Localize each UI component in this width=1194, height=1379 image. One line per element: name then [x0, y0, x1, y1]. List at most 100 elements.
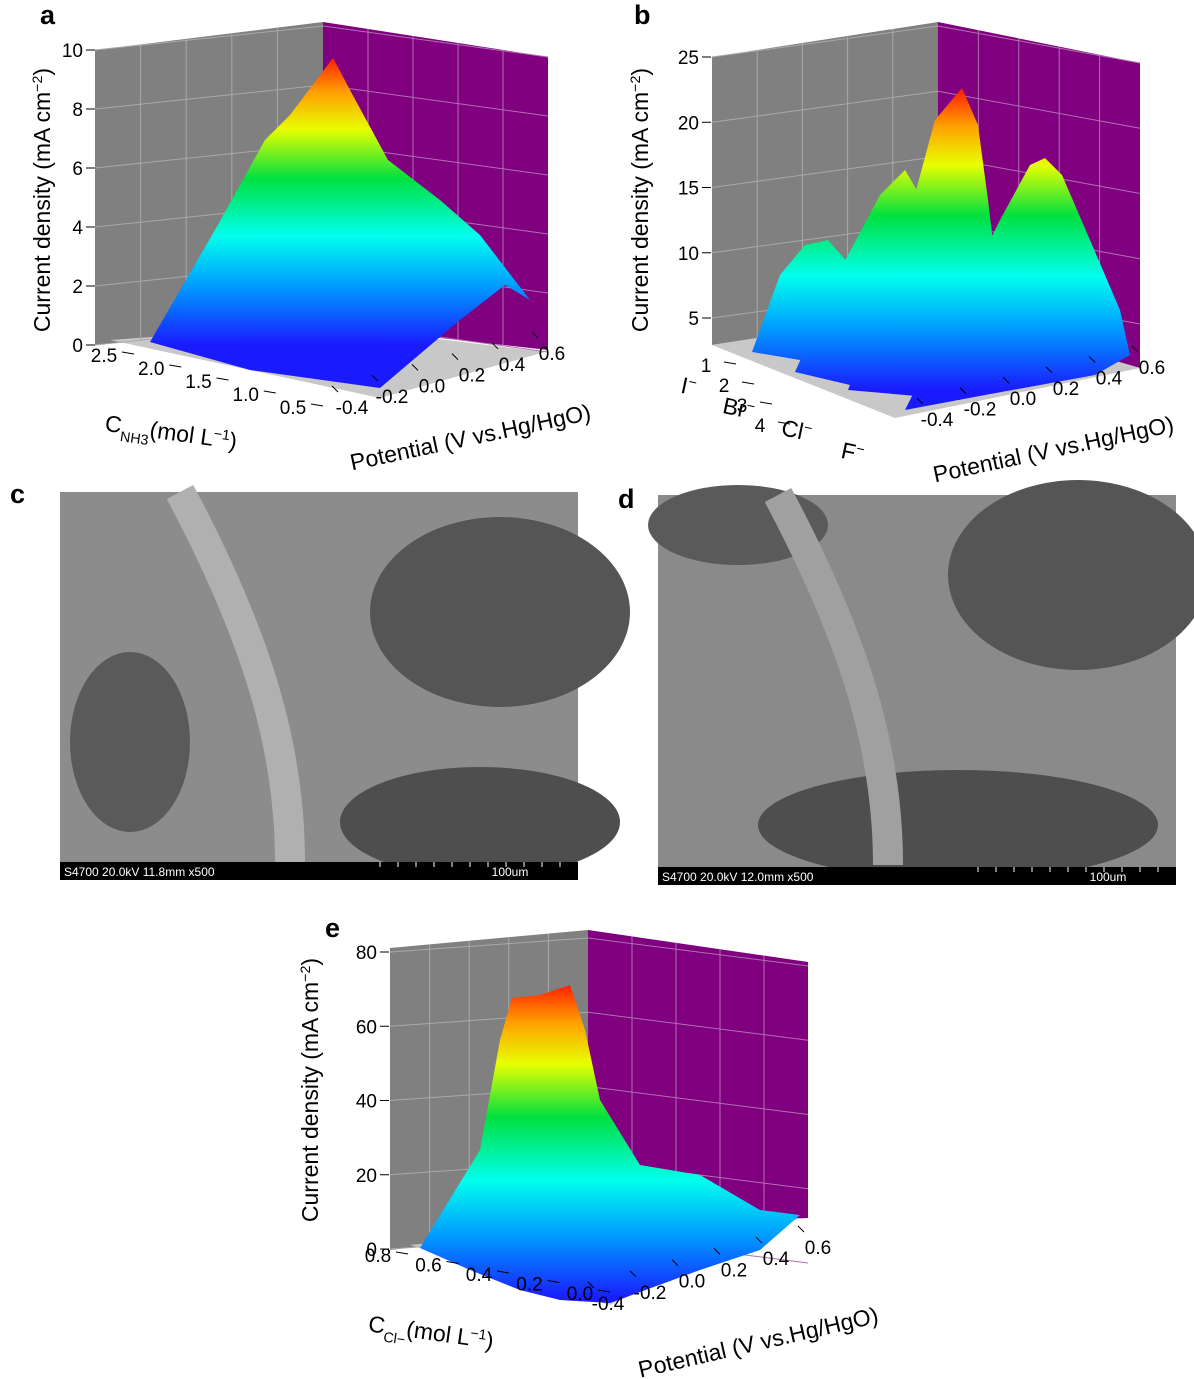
p-tick-label: 0.0	[679, 1272, 705, 1293]
label-part: I	[679, 372, 691, 399]
side-wall	[588, 930, 808, 1228]
label-sup: −2	[298, 965, 314, 981]
grid-line	[322, 25, 549, 58]
c-axis-label: CCl−(mol L−1)	[366, 1310, 496, 1360]
label-sup: −	[745, 398, 756, 415]
label-part: Br	[721, 392, 749, 422]
c-axis-label: CNH3(mol L−1)	[102, 410, 238, 461]
p-tick-label: -0.4	[336, 398, 369, 419]
z-tick-label: 40	[356, 1092, 377, 1113]
tick-mark	[1088, 356, 1096, 363]
p-tick-label: -0.4	[921, 410, 954, 431]
tick-mark	[959, 387, 967, 394]
sem-caption: S4700 20.0kV 11.8mm x500	[64, 865, 215, 879]
grid-line	[389, 937, 589, 953]
pore	[948, 480, 1194, 670]
c-tick-label: 0.6	[415, 1256, 441, 1277]
z-tick-label: 60	[356, 1017, 377, 1038]
c-tick-label: 2.5	[91, 346, 117, 367]
pore	[340, 767, 620, 877]
panel-letter: b	[634, 0, 651, 30]
label-sup: −	[855, 441, 866, 458]
tick-mark	[411, 364, 419, 371]
label-part: )	[297, 958, 323, 966]
surface	[905, 158, 1130, 410]
z-tick-label: 6	[72, 159, 83, 180]
tick-mark	[777, 421, 791, 425]
p-tick-label: 0.0	[419, 376, 445, 397]
c-tick-label: 1.0	[233, 385, 259, 406]
tick-mark	[629, 1270, 637, 1278]
label-part: Current density (mA cm	[627, 92, 653, 332]
label-part: C	[103, 410, 123, 438]
tick-mark	[1002, 376, 1010, 384]
grid-line	[322, 84, 549, 117]
z-tick-label: 25	[678, 48, 699, 69]
c-tick-label: 1	[701, 356, 712, 377]
grid-line	[587, 1011, 809, 1041]
z-axis-label: Current density (mA cm−2)	[297, 958, 323, 1222]
label-sup: −	[802, 420, 813, 437]
tick-mark	[597, 1289, 611, 1293]
z-tick-label: 5	[688, 309, 699, 330]
grid-line	[711, 25, 939, 58]
panel-letter: c	[10, 479, 25, 509]
ion-label: Br−	[721, 392, 757, 424]
tick-mark	[121, 351, 135, 355]
surface	[150, 58, 530, 388]
tick-mark	[531, 331, 539, 339]
p-tick-label: 0.6	[805, 1238, 831, 1259]
tick-mark	[371, 374, 379, 382]
label-sup: −2	[30, 75, 46, 91]
tick-mark	[451, 353, 459, 360]
p-tick-label: 0.4	[499, 355, 526, 376]
tick-mark	[263, 390, 276, 394]
surface-plot: e 0 20 40 60 80 Current density (mA cm−2) 0.8 0.…	[297, 913, 881, 1379]
tick-mark	[446, 1261, 459, 1264]
caption-bar	[60, 862, 578, 880]
label-part: Current density (mA cm	[29, 92, 55, 332]
caption-bar	[658, 867, 1176, 885]
p-tick-label: -0.4	[592, 1294, 625, 1315]
tick-mark	[671, 1259, 679, 1266]
c-tick-label: 2	[719, 376, 730, 397]
c-tick-label: 1.5	[185, 372, 211, 393]
tick-mark	[916, 397, 924, 405]
grid-line	[587, 937, 809, 967]
c-tick-label: 0.5	[280, 398, 306, 419]
label-part: )	[29, 68, 55, 76]
surface	[420, 985, 800, 1303]
z-tick-label: 8	[72, 100, 83, 121]
c-tick-label: 3	[737, 396, 748, 417]
grid-line	[711, 156, 939, 188]
grid-line	[711, 90, 939, 123]
scale-label: 100um	[1090, 870, 1127, 884]
z-tick-label: 10	[678, 244, 699, 265]
ion-label: F−	[839, 437, 866, 467]
strut	[166, 484, 305, 863]
sem-caption: S4700 20.0kV 12.0mm x500	[662, 870, 814, 884]
panel-letter: a	[40, 0, 56, 30]
tick-mark	[395, 1251, 409, 1255]
p-tick-label: 0.4	[763, 1249, 790, 1270]
label-sup: −1	[469, 1326, 487, 1344]
tick-mark	[797, 1225, 805, 1233]
label-part: C	[367, 1310, 387, 1338]
surface	[752, 240, 860, 360]
c-tick-label: 0.2	[516, 1275, 542, 1296]
label-part: )	[484, 1327, 495, 1354]
z-axis-label: Current density (mA cm−2)	[627, 68, 653, 332]
panel-letter: e	[325, 913, 340, 943]
z-tick-label: 4	[72, 218, 83, 239]
tick-mark	[1045, 366, 1053, 374]
panel-letter: d	[618, 484, 635, 514]
tick-mark	[216, 377, 229, 381]
p-tick-label: -0.2	[964, 400, 997, 421]
z-tick-label: 0	[72, 336, 83, 357]
grid-line	[587, 1086, 809, 1115]
tick-mark	[587, 1281, 595, 1289]
pore	[370, 517, 630, 707]
sem-image: c S4700 20.0kV 11.8mm x500 100um	[10, 479, 630, 880]
p-axis-label: Potential (V vs.Hg/HgO)	[931, 411, 1176, 487]
